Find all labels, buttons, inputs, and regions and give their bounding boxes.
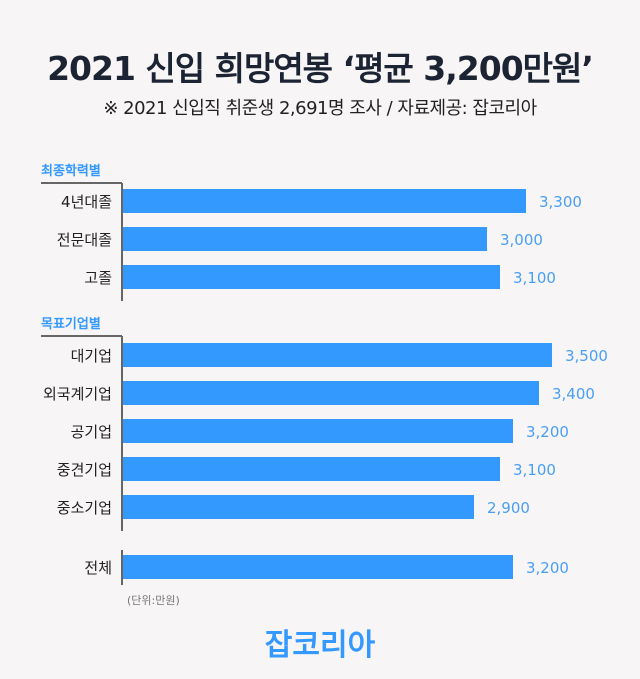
unit-label: (단위:만원) — [127, 594, 180, 607]
chart-title: 2021 신입 희망연봉 ‘평균 3,200만원’ — [47, 49, 594, 88]
bar — [123, 227, 487, 251]
value-label: 3,300 — [539, 193, 582, 211]
bar — [123, 381, 539, 405]
value-label: 3,200 — [526, 423, 569, 441]
bar — [123, 495, 474, 519]
group-label: 목표기업별 — [41, 316, 101, 332]
bar — [123, 555, 513, 579]
value-label: 3,100 — [513, 269, 556, 287]
bar — [123, 189, 526, 213]
category-label: 중견기업 — [57, 461, 112, 479]
value-label: 2,900 — [487, 499, 530, 517]
category-label: 전문대졸 — [57, 231, 112, 249]
jobkorea-logo: 잡코리아 — [264, 628, 376, 663]
category-label: 공기업 — [71, 423, 112, 441]
chart-subtitle: ※ 2021 신입직 취준생 2,691명 조사 / 자료제공: 잡코리아 — [103, 98, 537, 119]
category-label: 외국계기업 — [43, 385, 112, 403]
value-label: 3,100 — [513, 461, 556, 479]
bar — [123, 457, 500, 481]
bar — [123, 265, 500, 289]
category-label: 중소기업 — [57, 499, 112, 517]
value-label: 3,000 — [500, 231, 543, 249]
category-label: 전체 — [84, 559, 112, 577]
category-label: 4년대졸 — [61, 193, 112, 211]
category-label: 대기업 — [71, 347, 112, 365]
group-label: 최종학력별 — [41, 163, 101, 179]
bar — [123, 419, 513, 443]
value-label: 3,500 — [565, 347, 608, 365]
value-label: 3,200 — [526, 559, 569, 577]
value-label: 3,400 — [552, 385, 595, 403]
bar — [123, 343, 552, 367]
category-label: 고졸 — [84, 269, 112, 287]
